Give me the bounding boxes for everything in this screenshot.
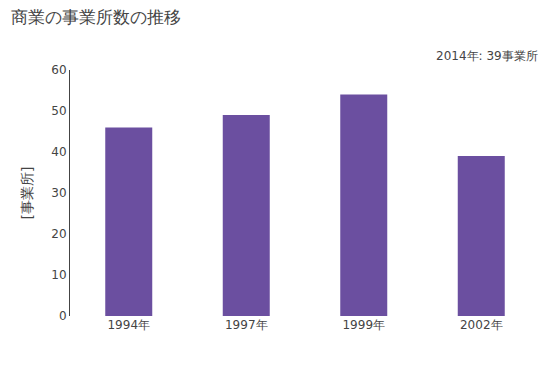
svg-text:1997年: 1997年 bbox=[225, 318, 268, 332]
svg-text:10: 10 bbox=[51, 268, 66, 282]
svg-text:[事業所]: [事業所] bbox=[19, 167, 35, 220]
svg-text:50: 50 bbox=[51, 104, 66, 118]
svg-text:2002年: 2002年 bbox=[460, 318, 503, 332]
svg-text:2014年: 39事業所: 2014年: 39事業所 bbox=[436, 49, 538, 63]
svg-text:60: 60 bbox=[51, 63, 66, 77]
svg-text:40: 40 bbox=[51, 145, 66, 159]
svg-text:1994年: 1994年 bbox=[107, 318, 150, 332]
svg-text:30: 30 bbox=[51, 186, 66, 200]
svg-text:20: 20 bbox=[51, 227, 66, 241]
svg-text:商業の事業所数の推移: 商業の事業所数の推移 bbox=[11, 7, 181, 27]
svg-text:0: 0 bbox=[59, 309, 67, 323]
svg-text:1999年: 1999年 bbox=[342, 318, 385, 332]
